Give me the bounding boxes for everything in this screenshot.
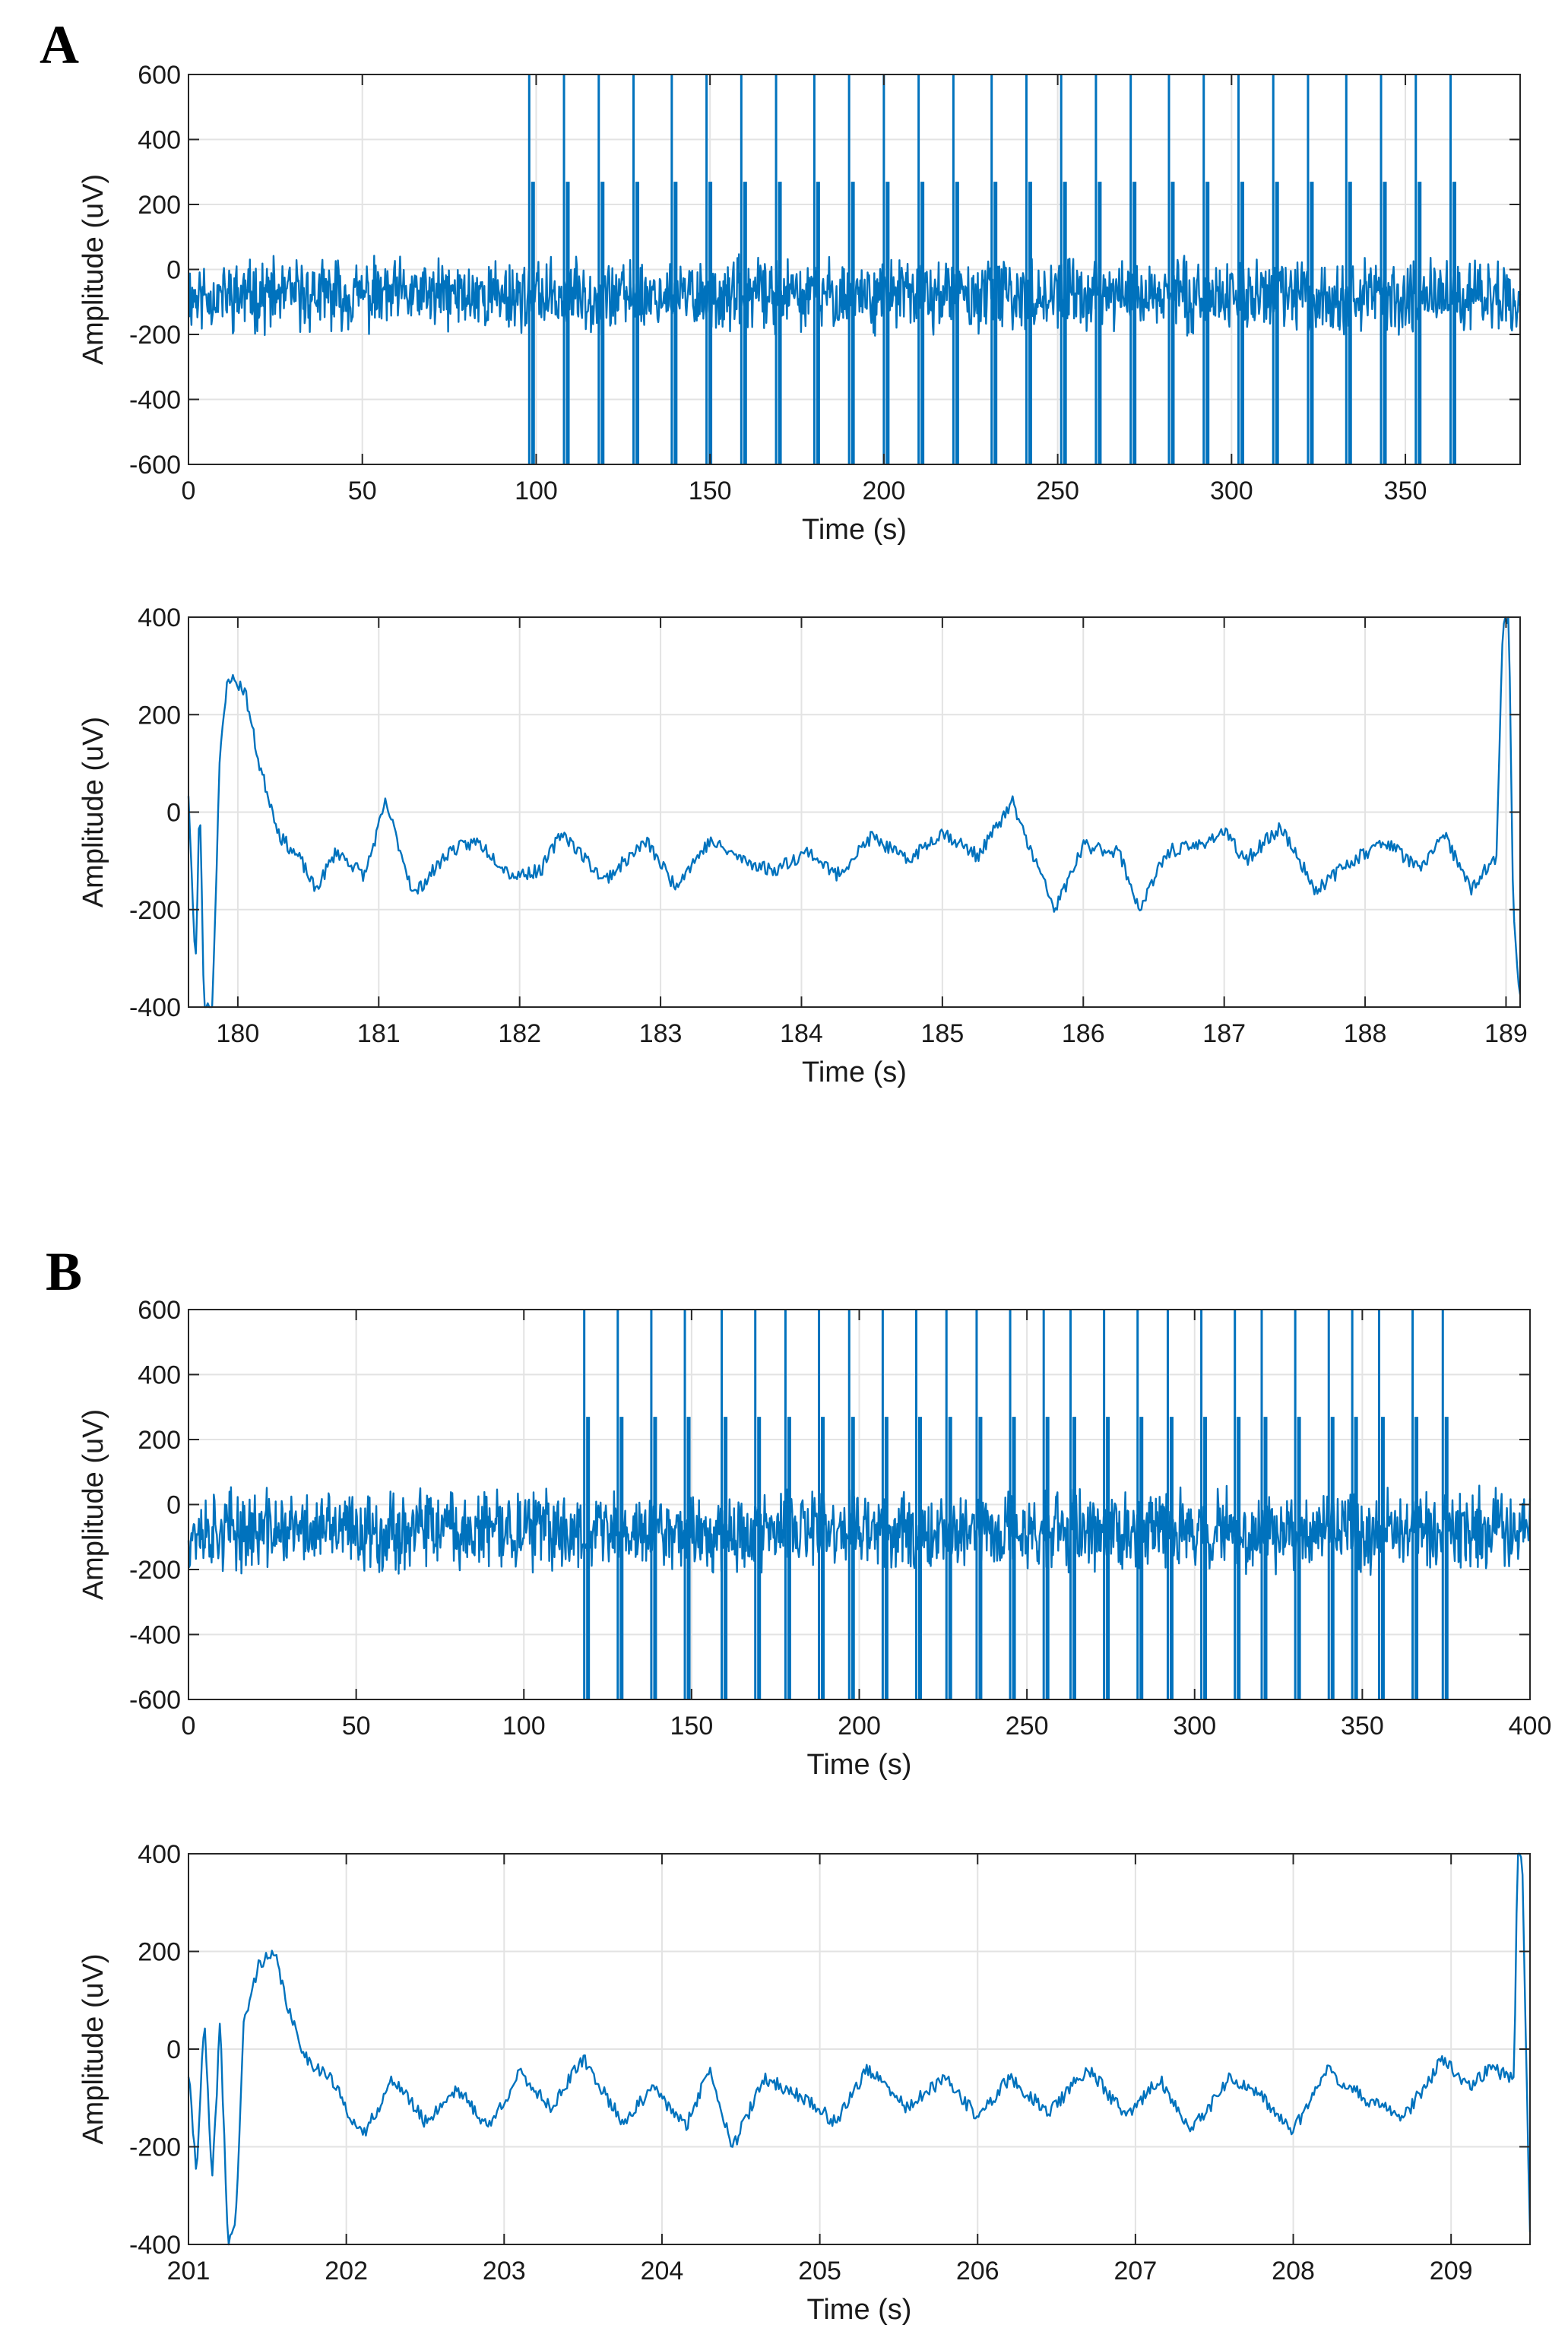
y-tick-label: -400 [129,386,181,415]
y-axis-label: Amplitude (uV) [78,717,109,908]
chart-B-zoom: 201 202 203 204 205 206 207 208 209 -400 -200 0 200 4… [78,1840,1532,2326]
x-tick-label: 183 [639,1019,683,1048]
y-tick-label: 0 [166,799,181,828]
panel-label-b: B [46,1241,83,1302]
x-tick-label: 188 [1344,1019,1387,1048]
x-tick-label: 50 [342,1712,371,1741]
x-tick-label: 182 [498,1019,541,1048]
x-tick-label: 180 [217,1019,260,1048]
y-tick-label: 400 [138,126,181,155]
x-tick-label: 204 [641,2257,684,2285]
panel-label-a: A [40,14,79,75]
x-tick-label: 208 [1272,2257,1315,2285]
y-tick-label: -200 [129,896,181,925]
signal-trace [187,616,1522,1009]
y-axis-label: Amplitude (uV) [78,174,109,365]
y-tick-label: -600 [129,1686,181,1715]
y-axis-label: Amplitude (uV) [78,1953,109,2144]
x-tick-label: 181 [357,1019,401,1048]
y-tick-label: -400 [129,1621,181,1650]
y-tick-label: -200 [129,1556,181,1585]
y-tick-label: -200 [129,321,181,350]
x-tick-label: 150 [670,1712,714,1741]
x-tick-label: 250 [1006,1712,1049,1741]
x-tick-label: 250 [1036,477,1079,505]
x-tick-label: 201 [167,2257,211,2285]
y-axis-label: Amplitude (uV) [78,1409,109,1600]
x-tick-label: 100 [502,1712,546,1741]
x-tick-label: 0 [182,477,196,505]
x-axis-label: Time (s) [807,1749,912,1781]
y-tick-label: -400 [129,993,181,1022]
x-tick-label: 300 [1173,1712,1216,1741]
x-tick-label: 50 [348,477,377,505]
signal-trace [187,1484,1532,1576]
x-tick-label: 350 [1341,1712,1384,1741]
x-tick-label: 350 [1384,477,1427,505]
chart-A-zoom: 180 181 182 183 184 185 186 187 188 189 -400 -200 0 2… [78,603,1528,1088]
x-tick-label: 300 [1210,477,1253,505]
signal-trace [187,1852,1532,2246]
x-tick-label: 189 [1484,1019,1528,1048]
chart-B-overview: 0 50 100 150 200 250 300 350 400 -600 -400 -200 0 200… [78,1296,1551,1781]
chart-A-overview: 0 50 100 150 200 250 300 350 -600 -400 -200 0 200 400… [78,61,1522,546]
x-tick-label: 206 [956,2257,999,2285]
x-tick-label: 200 [863,477,906,505]
x-tick-label: 400 [1509,1712,1552,1741]
x-axis-label: Time (s) [802,1056,907,1088]
y-tick-label: 400 [138,1361,181,1390]
y-tick-label: 600 [138,61,181,90]
y-tick-label: 200 [138,1426,181,1455]
y-tick-label: 0 [166,256,181,285]
y-tick-label: -600 [129,451,181,480]
x-tick-label: 205 [798,2257,841,2285]
x-tick-label: 203 [483,2257,526,2285]
x-tick-label: 150 [689,477,732,505]
x-tick-label: 187 [1202,1019,1246,1048]
y-tick-label: 0 [166,2035,181,2064]
y-tick-label: -200 [129,2133,181,2162]
x-tick-label: 100 [515,477,558,505]
x-tick-label: 184 [780,1019,823,1048]
y-tick-label: 600 [138,1296,181,1325]
x-tick-label: 209 [1430,2257,1473,2285]
x-tick-label: 186 [1062,1019,1105,1048]
y-tick-label: 200 [138,191,181,220]
y-tick-label: 200 [138,1938,181,1967]
x-axis-label: Time (s) [802,514,907,546]
y-tick-label: 200 [138,701,181,730]
x-tick-label: 200 [838,1712,881,1741]
y-tick-label: 0 [166,1491,181,1520]
y-tick-label: 400 [138,1840,181,1869]
x-tick-label: 202 [325,2257,368,2285]
x-tick-label: 207 [1114,2257,1158,2285]
x-tick-label: 185 [921,1019,965,1048]
x-tick-label: 0 [182,1712,196,1741]
y-tick-label: -400 [129,2231,181,2260]
y-tick-label: 400 [138,603,181,632]
x-axis-label: Time (s) [807,2294,912,2326]
